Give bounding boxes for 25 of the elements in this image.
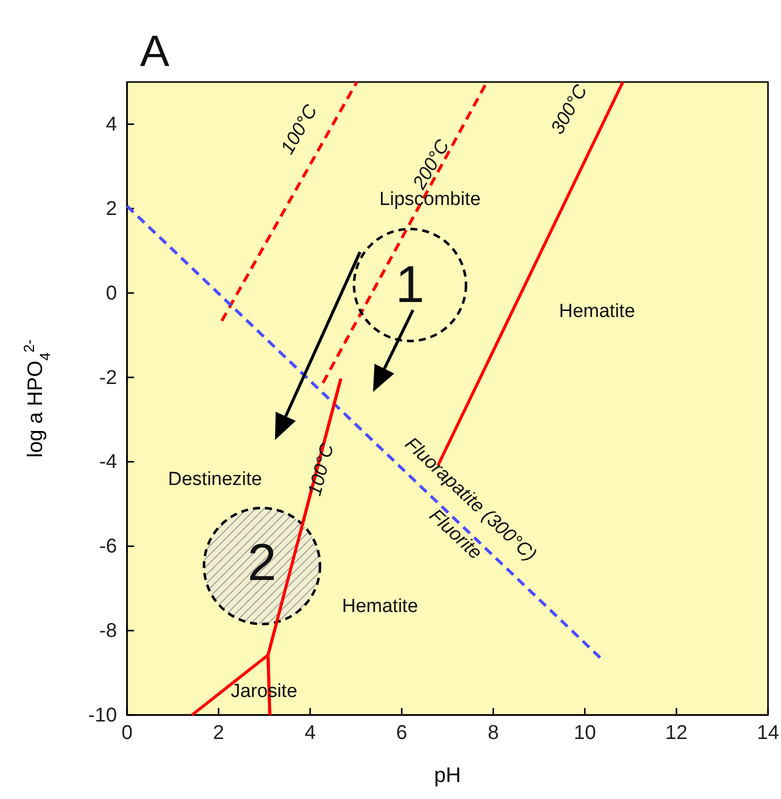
x-tick-label: 8 <box>488 722 499 744</box>
annotation: Hematite <box>342 596 418 618</box>
annotation: Lipscombite <box>379 189 481 210</box>
x-tick-label: 0 <box>121 722 133 744</box>
y-tick-label: -4 <box>99 451 117 474</box>
x-tick-label: 12 <box>665 722 688 744</box>
annotation: 2 <box>248 534 276 592</box>
y-tick-label: -2 <box>99 366 117 389</box>
y-tick-label: -8 <box>99 620 117 642</box>
y-tick-label: 4 <box>106 114 117 136</box>
annotation: Hematite <box>558 301 636 322</box>
y-tick-label: 0 <box>106 282 117 304</box>
x-axis-title: pH <box>434 764 461 787</box>
x-tick-label: 10 <box>574 722 596 744</box>
x-tick-label: 14 <box>756 722 780 744</box>
annotation: 1 <box>396 256 424 314</box>
x-tick-label: 4 <box>304 722 316 744</box>
x-tick-label: 2 <box>213 722 224 744</box>
chart-title: A <box>140 27 170 76</box>
y-tick-label: -6 <box>99 536 117 558</box>
y-tick-label: 2 <box>106 198 117 220</box>
annotation: Destinezite <box>168 469 262 490</box>
annotation: 100°C <box>304 441 339 498</box>
x-tick-label: 6 <box>396 722 408 744</box>
y-tick-label: -10 <box>88 704 117 726</box>
